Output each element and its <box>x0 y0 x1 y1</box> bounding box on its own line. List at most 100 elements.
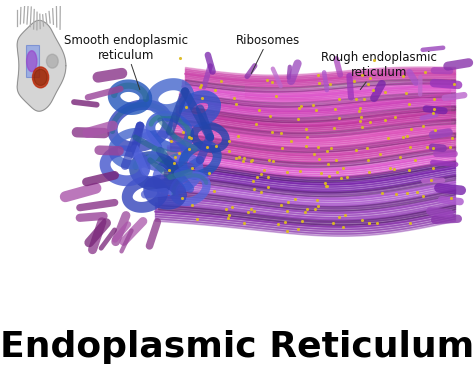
Point <box>284 199 292 205</box>
Point <box>406 144 414 149</box>
Point <box>303 206 311 212</box>
Point <box>350 78 357 84</box>
Point <box>315 156 322 162</box>
Point <box>403 133 410 139</box>
Point <box>324 161 332 167</box>
Point <box>265 157 273 163</box>
Point <box>427 177 435 183</box>
Point <box>297 103 304 109</box>
Point <box>365 157 372 163</box>
Point <box>228 204 236 210</box>
Point <box>225 215 232 221</box>
Point <box>356 109 363 114</box>
Point <box>235 154 243 160</box>
Point <box>419 124 427 130</box>
Point <box>211 86 219 92</box>
Point <box>335 115 342 121</box>
Point <box>188 165 196 171</box>
Point <box>268 129 275 135</box>
Point <box>329 220 337 226</box>
Point <box>339 224 347 230</box>
Point <box>167 138 175 144</box>
Point <box>406 220 414 226</box>
Point <box>303 134 310 140</box>
Text: Endoplasmic Reticulum: Endoplasmic Reticulum <box>0 330 474 364</box>
Point <box>175 150 183 156</box>
Point <box>226 138 233 144</box>
Point <box>217 78 225 84</box>
Point <box>384 135 392 141</box>
Point <box>382 89 389 95</box>
Point <box>283 170 291 176</box>
Point <box>405 167 413 173</box>
Point <box>197 82 205 88</box>
Point <box>429 110 437 116</box>
Point <box>324 148 331 154</box>
Point <box>430 106 438 112</box>
Point <box>392 191 399 197</box>
Point <box>264 184 272 190</box>
Point <box>264 174 271 180</box>
Point <box>176 54 183 60</box>
Point <box>253 174 261 180</box>
Point <box>222 206 229 212</box>
Point <box>352 147 360 153</box>
Point <box>387 165 394 171</box>
Point <box>182 105 190 110</box>
Polygon shape <box>17 20 66 111</box>
Point <box>232 101 240 107</box>
Point <box>358 72 366 78</box>
Point <box>240 156 248 162</box>
Point <box>369 87 377 93</box>
Point <box>269 158 277 164</box>
Point <box>198 95 205 101</box>
Point <box>302 126 310 132</box>
Point <box>342 212 349 218</box>
Point <box>335 214 342 220</box>
Point <box>196 84 204 90</box>
Point <box>225 148 233 154</box>
Ellipse shape <box>33 67 49 88</box>
Point <box>430 96 438 102</box>
Point <box>333 169 340 175</box>
Point <box>411 157 419 163</box>
Point <box>352 96 359 102</box>
Point <box>294 116 302 122</box>
Point <box>252 121 260 127</box>
Point <box>343 174 350 180</box>
Point <box>356 118 364 124</box>
Point <box>405 101 413 107</box>
Point <box>432 127 439 133</box>
Point <box>314 144 322 149</box>
Point <box>248 158 255 163</box>
Point <box>205 170 212 176</box>
Point <box>302 144 310 149</box>
Point <box>403 190 411 196</box>
Point <box>172 154 179 160</box>
Point <box>450 81 458 87</box>
Point <box>247 158 255 164</box>
Point <box>396 154 404 160</box>
Point <box>315 81 323 86</box>
Point <box>210 188 218 194</box>
Point <box>330 125 337 131</box>
Point <box>339 165 347 171</box>
Point <box>277 202 285 208</box>
Point <box>358 217 366 223</box>
Point <box>273 93 280 99</box>
Point <box>361 96 368 102</box>
Ellipse shape <box>27 51 37 72</box>
Point <box>326 81 333 87</box>
Text: Rough endoplasmic
reticulum: Rough endoplasmic reticulum <box>321 51 437 90</box>
Point <box>185 134 192 139</box>
Point <box>321 180 329 185</box>
Point <box>309 103 317 109</box>
Point <box>366 119 374 125</box>
Point <box>185 146 193 152</box>
Point <box>171 160 178 166</box>
Point <box>230 95 238 101</box>
Point <box>358 114 365 120</box>
Point <box>274 221 282 227</box>
Point <box>232 155 240 161</box>
Point <box>378 190 386 196</box>
